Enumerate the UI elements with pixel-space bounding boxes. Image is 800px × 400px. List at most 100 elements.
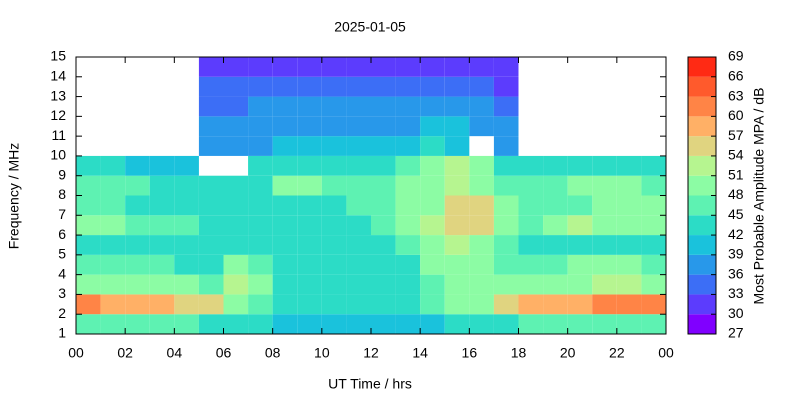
cell (321, 116, 347, 137)
y-tick-label: 8 (58, 186, 66, 202)
cell (272, 254, 298, 275)
colorbar-tick-label: 48 (728, 186, 744, 202)
cell (346, 116, 371, 137)
cell (444, 274, 470, 295)
cell (272, 215, 298, 236)
cell (395, 136, 421, 156)
cell (592, 314, 617, 334)
y-tick-label: 7 (58, 206, 66, 222)
cell (641, 215, 666, 236)
cell (76, 254, 101, 275)
cell (321, 235, 347, 255)
cell (395, 155, 421, 176)
cell (272, 155, 298, 176)
cell (272, 274, 298, 295)
cell (248, 235, 273, 255)
cell (616, 155, 642, 176)
y-tick-label: 15 (50, 48, 66, 64)
cell (543, 195, 568, 216)
cell (272, 116, 298, 137)
cell (321, 57, 347, 77)
colorbar-tick-label: 63 (728, 87, 744, 103)
cell (248, 96, 273, 117)
cell (272, 314, 298, 334)
colorbar-swatch (688, 235, 716, 255)
chart-title: 2025-01-05 (334, 19, 406, 35)
cell (543, 294, 568, 315)
cell (248, 76, 273, 97)
cell (543, 235, 568, 255)
cell (198, 235, 224, 255)
cell (149, 254, 175, 275)
cell (248, 274, 273, 295)
cell (297, 76, 322, 97)
colorbar-swatch (688, 116, 716, 137)
cell (76, 155, 101, 176)
cell (149, 235, 175, 255)
cell (543, 215, 568, 236)
cell (223, 254, 249, 275)
cell (198, 215, 224, 236)
cell (543, 314, 568, 334)
cell (174, 294, 199, 315)
cell (493, 155, 519, 176)
cell (518, 195, 544, 216)
cell (493, 136, 519, 156)
axes: 00 02 04 06 08 10 12 14 16 18 20 22 0012345678910111… (50, 48, 743, 361)
y-tick-label: 3 (58, 285, 66, 301)
cell (641, 235, 666, 255)
cell (592, 254, 617, 275)
cell (371, 254, 396, 275)
cell (76, 314, 101, 334)
cell (444, 96, 470, 117)
cell (100, 195, 126, 216)
cell (248, 314, 273, 334)
cell (76, 235, 101, 255)
cell (616, 175, 642, 196)
y-axis-label: Frequency / MHz (6, 143, 22, 250)
cell (174, 274, 199, 295)
cell (174, 314, 199, 334)
cell (346, 57, 371, 77)
cell (444, 254, 470, 275)
cell (493, 175, 519, 196)
cell (297, 155, 322, 176)
cell (321, 274, 347, 295)
cell (641, 195, 666, 216)
cell (174, 254, 199, 275)
cell (420, 254, 445, 275)
cell (420, 175, 445, 196)
cell (125, 175, 150, 196)
cell (223, 175, 249, 196)
cell (518, 294, 544, 315)
cell (76, 294, 101, 315)
cell (346, 195, 371, 216)
cell (420, 96, 445, 117)
cell (395, 57, 421, 77)
cell (248, 254, 273, 275)
cell (272, 96, 298, 117)
cell (76, 274, 101, 295)
cell (444, 235, 470, 255)
colorbar-tick-label: 30 (728, 305, 744, 321)
cell (248, 57, 273, 77)
cell (616, 254, 642, 275)
cell (469, 274, 494, 295)
cell (100, 294, 126, 315)
colorbar-label: Most Probable Amplitude MPA / dB (751, 88, 767, 305)
cell (371, 57, 396, 77)
cell (346, 96, 371, 117)
cell (444, 116, 470, 137)
cell (493, 195, 519, 216)
cell (149, 195, 175, 216)
cell (469, 76, 494, 97)
cell (76, 175, 101, 196)
cell (223, 215, 249, 236)
cell (174, 175, 199, 196)
x-tick-label: 02 (117, 345, 133, 361)
cell (223, 274, 249, 295)
cell (223, 116, 249, 137)
cell (346, 76, 371, 97)
cell (641, 314, 666, 334)
cell (444, 294, 470, 315)
